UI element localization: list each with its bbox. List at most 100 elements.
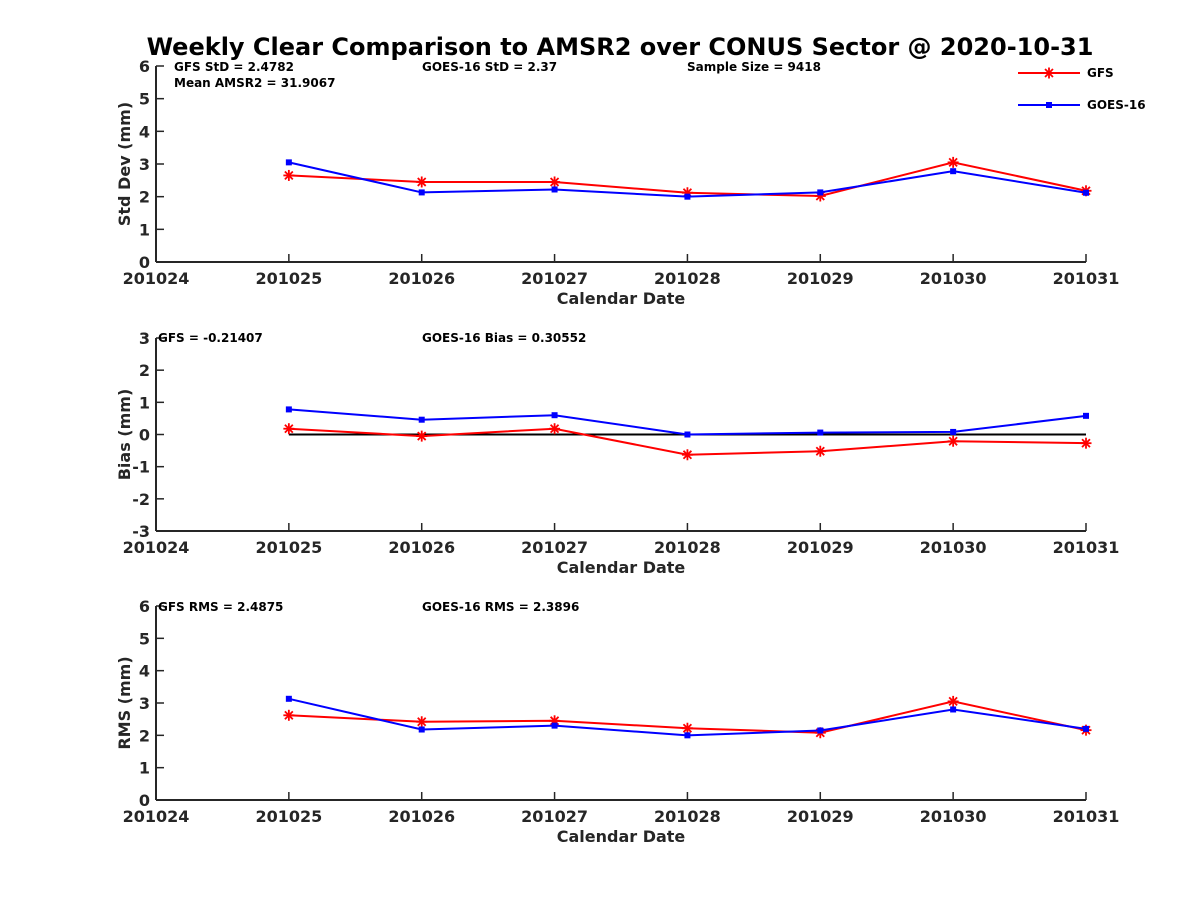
chart-panel-1: 201024 201025 201026 201027 201028 201029 2010… (115, 57, 1146, 308)
data-point-goes-16 (684, 732, 691, 739)
x-tick-label: 201027 (521, 538, 588, 557)
x-tick-label: 201025 (255, 807, 322, 826)
stat-annotation: GOES-16 RMS = 2.3896 (422, 600, 579, 614)
y-tick-label: 0 (139, 791, 150, 810)
data-point-gfs (283, 423, 295, 435)
data-point-goes-16 (950, 706, 957, 713)
y-tick-label: 2 (139, 188, 150, 207)
legend-marker (1043, 67, 1055, 79)
x-tick-label: 201031 (1053, 807, 1120, 826)
data-point-goes-16 (1083, 725, 1089, 732)
x-tick-label: 201026 (388, 269, 455, 288)
x-axis-label: Calendar Date (557, 558, 686, 577)
y-tick-label: 0 (139, 426, 150, 445)
data-point-goes-16 (418, 416, 425, 423)
x-tick-label: 201026 (388, 538, 455, 557)
y-tick-label: 4 (139, 122, 150, 141)
figure-title: Weekly Clear Comparison to AMSR2 over CO… (147, 33, 1094, 61)
x-tick-label: 201029 (787, 269, 854, 288)
data-point-gfs (283, 709, 295, 721)
y-tick-label: -2 (132, 490, 150, 509)
x-axis-label: Calendar Date (557, 827, 686, 846)
y-tick-label: 6 (139, 57, 150, 76)
y-tick-label: 3 (139, 694, 150, 713)
y-tick-label: 5 (139, 90, 150, 109)
data-point-goes-16 (551, 722, 558, 729)
data-point-goes-16 (817, 429, 824, 436)
x-tick-label: 201027 (521, 807, 588, 826)
y-tick-label: 3 (139, 155, 150, 174)
data-point-gfs (416, 716, 428, 728)
y-tick-label: -3 (132, 522, 150, 541)
data-point-gfs (947, 156, 959, 168)
legend: GFS GOES-16 (1018, 66, 1146, 112)
x-tick-label: 201028 (654, 538, 721, 557)
stat-annotation: Sample Size = 9418 (687, 60, 821, 74)
stat-annotation: GOES-16 StD = 2.37 (422, 60, 557, 74)
y-tick-label: 6 (139, 597, 150, 616)
data-point-goes-16 (1083, 189, 1089, 196)
legend-label: GOES-16 (1087, 98, 1146, 112)
data-point-gfs (416, 176, 428, 188)
x-tick-label: 201030 (920, 269, 987, 288)
data-point-gfs (681, 722, 693, 734)
data-point-goes-16 (551, 412, 558, 419)
data-point-gfs (814, 445, 826, 457)
plot-area-group: 201024 201025 201026 201027 201028 201029 2010… (115, 57, 1146, 846)
x-tick-label: 201027 (521, 269, 588, 288)
y-tick-label: 0 (139, 253, 150, 272)
y-tick-label: 1 (139, 393, 150, 412)
x-tick-label: 201031 (1053, 269, 1120, 288)
y-tick-label: 2 (139, 361, 150, 380)
legend-label: GFS (1087, 66, 1114, 80)
y-axis-label: Std Dev (mm) (115, 102, 134, 226)
data-point-goes-16 (950, 168, 957, 175)
x-tick-label: 201025 (255, 269, 322, 288)
y-tick-label: 1 (139, 759, 150, 778)
data-point-gfs (681, 449, 693, 461)
stat-annotation: GOES-16 Bias = 0.30552 (422, 331, 586, 345)
y-tick-label: 2 (139, 726, 150, 745)
data-point-goes-16 (418, 189, 425, 196)
data-point-goes-16 (1083, 412, 1089, 419)
y-axis-label: RMS (mm) (115, 656, 134, 749)
data-point-goes-16 (950, 428, 957, 435)
x-tick-label: 201029 (787, 807, 854, 826)
stat-annotation: GFS StD = 2.4782 (174, 60, 294, 74)
data-point-goes-16 (285, 406, 292, 413)
data-point-goes-16 (684, 193, 691, 200)
data-point-goes-16 (817, 727, 824, 734)
x-tick-label: 201029 (787, 538, 854, 557)
x-tick-label: 201026 (388, 807, 455, 826)
data-point-goes-16 (285, 159, 292, 166)
stat-annotation: GFS RMS = 2.4875 (158, 600, 283, 614)
x-tick-label: 201028 (654, 269, 721, 288)
data-point-goes-16 (551, 186, 558, 193)
x-tick-label: 201024 (123, 269, 190, 288)
y-tick-label: 5 (139, 629, 150, 648)
data-point-goes-16 (684, 431, 691, 438)
chart-panel-3: 201024 201025 201026 201027 201028 201029 2010… (115, 597, 1119, 846)
x-tick-label: 201031 (1053, 538, 1120, 557)
data-point-gfs (947, 435, 959, 447)
y-tick-label: 4 (139, 662, 150, 681)
y-tick-label: 3 (139, 329, 150, 348)
data-point-gfs (549, 423, 561, 435)
y-tick-label: -1 (132, 458, 150, 477)
data-point-gfs (283, 169, 295, 181)
y-axis-label: Bias (mm) (115, 389, 134, 481)
data-point-gfs (1080, 437, 1092, 449)
x-tick-label: 201028 (654, 807, 721, 826)
x-tick-label: 201030 (920, 807, 987, 826)
x-axis-label: Calendar Date (557, 289, 686, 308)
data-point-gfs (416, 430, 428, 442)
data-point-goes-16 (817, 189, 824, 196)
x-tick-label: 201025 (255, 538, 322, 557)
data-point-goes-16 (285, 695, 292, 702)
chart-panel-2: 201024 201025 201026 201027 201028 201029 2010… (115, 329, 1119, 577)
data-point-gfs (549, 176, 561, 188)
y-tick-label: 1 (139, 220, 150, 239)
